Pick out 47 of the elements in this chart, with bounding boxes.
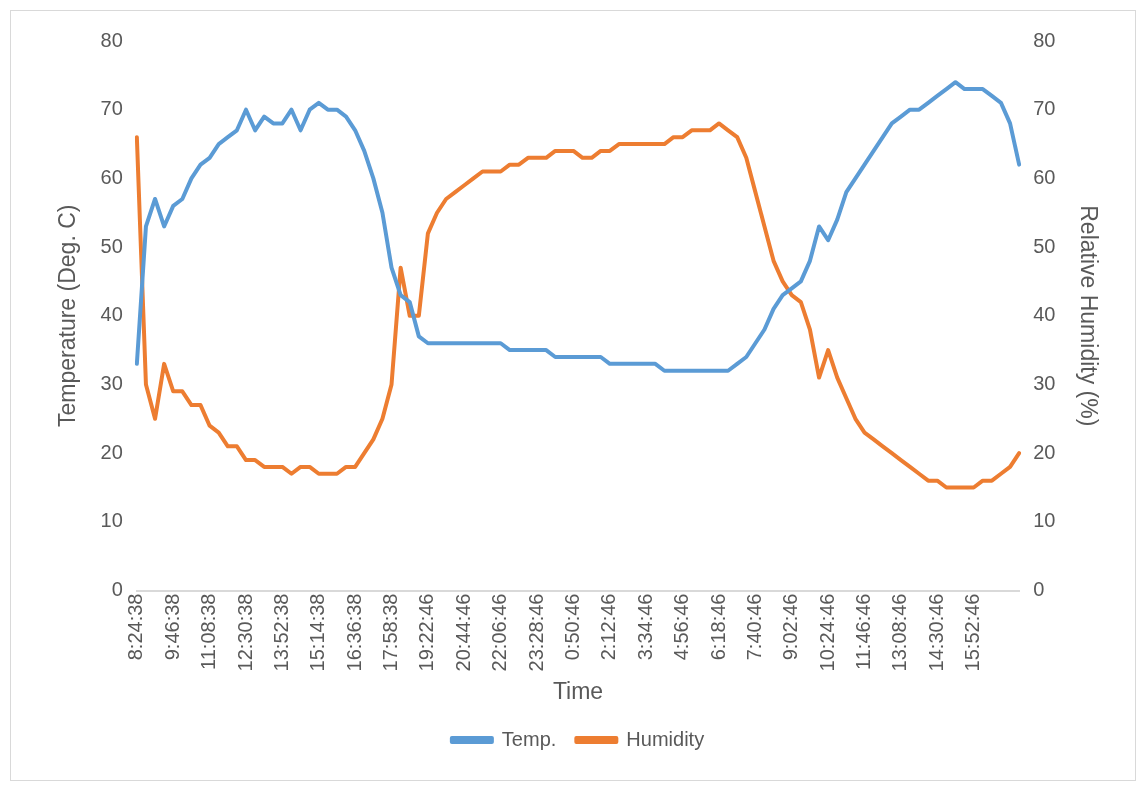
x-tick-label: 7:40:46 xyxy=(742,593,765,661)
x-tick-label: 4:56:46 xyxy=(670,593,693,661)
y-tick-label: 10 xyxy=(100,509,123,532)
y-tick-label: 60 xyxy=(100,165,123,188)
x-tick-label: 6:18:46 xyxy=(706,593,729,661)
x-tick-label: 0:50:46 xyxy=(560,593,583,661)
y2-tick-label: 0 xyxy=(1033,578,1045,601)
legend-label: Temp. xyxy=(501,727,557,750)
x-tick-label: 17:58:38 xyxy=(379,593,402,672)
y-tick-label: 80 xyxy=(100,28,123,51)
y-tick-label: 20 xyxy=(100,440,123,463)
x-tick-label: 22:06:46 xyxy=(488,593,511,672)
y-tick-label: 70 xyxy=(100,97,123,120)
y-tick-label: 40 xyxy=(100,303,123,326)
x-tick-label: 16:36:38 xyxy=(342,593,365,672)
y2-tick-label: 60 xyxy=(1033,165,1056,188)
x-tick-label: 2:12:46 xyxy=(597,593,620,661)
x-axis-title: Time xyxy=(552,677,604,704)
x-tick-label: 13:52:38 xyxy=(269,593,292,672)
x-tick-label: 10:24:46 xyxy=(815,593,838,672)
y-axis-title: Temperature (Deg. C) xyxy=(54,204,81,427)
x-tick-label: 11:46:46 xyxy=(852,593,875,670)
x-tick-label: 11:08:38 xyxy=(197,593,220,670)
y2-tick-label: 40 xyxy=(1033,303,1056,326)
x-tick-label: 3:34:46 xyxy=(633,593,656,661)
x-tick-label: 9:02:46 xyxy=(779,593,802,661)
x-tick-label: 15:52:46 xyxy=(961,593,984,672)
y-tick-label: 30 xyxy=(100,371,123,394)
y-tick-label: 50 xyxy=(100,234,123,257)
y2-tick-label: 20 xyxy=(1033,440,1056,463)
x-tick-label: 20:44:46 xyxy=(451,593,474,672)
x-tick-label: 13:08:46 xyxy=(888,593,911,672)
legend-label: Humidity xyxy=(626,727,705,750)
x-tick-label: 14:30:46 xyxy=(924,593,947,672)
y2-axis-title: Relative Humidity (%) xyxy=(1075,205,1102,427)
y-tick-label: 0 xyxy=(111,578,123,601)
x-tick-label: 9:46:38 xyxy=(160,593,183,661)
x-tick-label: 23:28:46 xyxy=(524,593,547,672)
y2-tick-label: 80 xyxy=(1033,28,1056,51)
x-tick-label: 19:22:46 xyxy=(415,593,438,672)
y2-tick-label: 10 xyxy=(1033,509,1056,532)
x-tick-label: 15:14:38 xyxy=(306,593,329,672)
x-tick-label: 8:24:38 xyxy=(124,593,147,661)
y2-tick-label: 50 xyxy=(1033,234,1056,257)
y2-tick-label: 30 xyxy=(1033,371,1056,394)
y2-tick-label: 70 xyxy=(1033,97,1056,120)
x-tick-label: 12:30:38 xyxy=(233,593,256,672)
